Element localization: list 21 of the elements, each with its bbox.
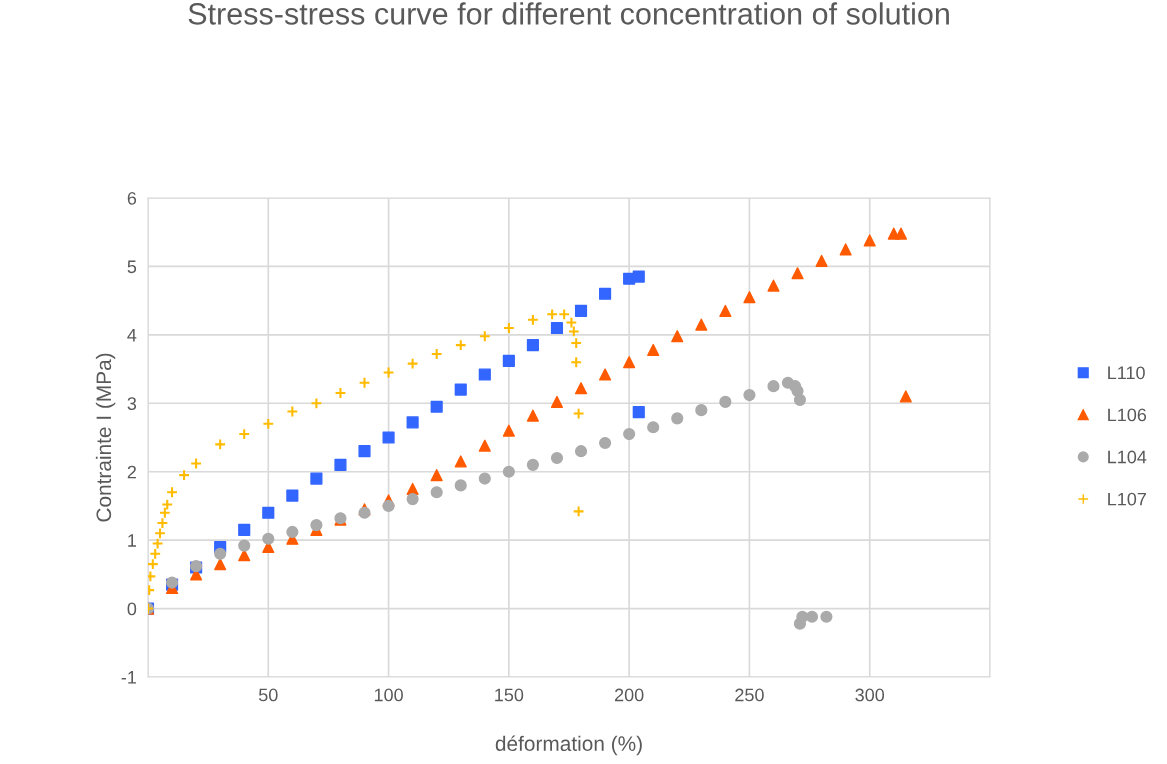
x-tick-label: 200	[614, 688, 644, 702]
x-tick-label: 250	[735, 688, 764, 702]
x-tick-label: 300	[855, 688, 885, 702]
y-tick-label: 0	[127, 602, 137, 616]
legend-label: L107	[1108, 492, 1146, 506]
y-tick-label: 6	[127, 191, 137, 205]
y-tick-label: 2	[127, 465, 136, 479]
legend-label: L110	[1108, 366, 1145, 380]
y-tick-label: -1	[121, 671, 137, 684]
y-tick-label: 4	[127, 328, 137, 342]
x-axis-title: déformation (%)	[495, 735, 642, 756]
x-tick-label: 150	[495, 688, 524, 702]
legend-label: L106	[1108, 408, 1147, 422]
y-axis-title: Contrainte I (MPa)	[95, 353, 116, 522]
legend-label: L104	[1108, 450, 1147, 464]
chart-title: Stress-stress curve for different concentration of solution	[188, 2, 949, 25]
y-tick-label: 5	[127, 260, 137, 274]
y-tick-label: 1	[128, 534, 137, 547]
x-tick-label: 100	[374, 688, 403, 702]
x-tick-label: 50	[258, 688, 278, 702]
y-tick-label: 3	[127, 397, 137, 411]
